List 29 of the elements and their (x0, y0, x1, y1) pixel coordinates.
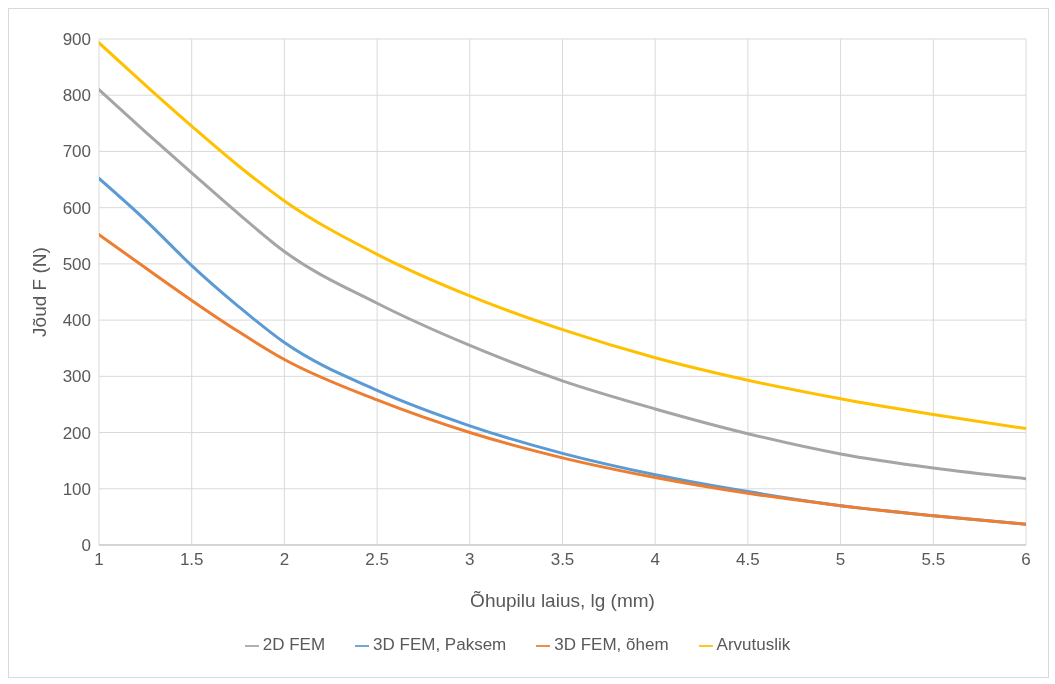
x-tick-label: 4 (650, 550, 660, 570)
y-tick-label: 0 (81, 536, 91, 556)
legend-label: 3D FEM, Paksem (373, 635, 507, 654)
x-axis-title: Õhupilu laius, lg (mm) (470, 590, 655, 611)
x-tick-label: 5 (835, 550, 846, 570)
x-tick-label: 2 (279, 550, 290, 570)
y-tick-label: 600 (62, 198, 91, 218)
y-tick-label: 400 (62, 311, 91, 331)
line-series (99, 233, 1026, 526)
x-tick-label: 2.5 (365, 550, 389, 570)
x-tick-label: 5.5 (921, 550, 946, 570)
x-tick-label: 3.5 (550, 550, 575, 570)
x-tick-label: 3 (465, 550, 475, 570)
legend-label: 2D FEM (262, 635, 326, 654)
y-tick-label: 100 (62, 479, 91, 499)
legend-label: 3D FEM, õhem (554, 635, 669, 654)
y-tick-label: 900 (62, 30, 91, 50)
x-tick-label: 1.5 (179, 550, 204, 570)
y-tick-label: 200 (62, 423, 91, 443)
y-axis-title: Jõud F (N) (28, 247, 50, 337)
line-series (99, 88, 1026, 481)
x-tick-label: 4.5 (736, 550, 760, 570)
x-tick-label: 1 (94, 550, 104, 570)
y-tick-label: 700 (62, 142, 91, 162)
y-tick-label: 300 (62, 367, 91, 387)
y-tick-label: 800 (62, 86, 91, 106)
x-tick-label: 6 (1021, 550, 1031, 570)
y-tick-label: 500 (62, 254, 91, 274)
legend-label: Arvutuslik (716, 635, 791, 654)
